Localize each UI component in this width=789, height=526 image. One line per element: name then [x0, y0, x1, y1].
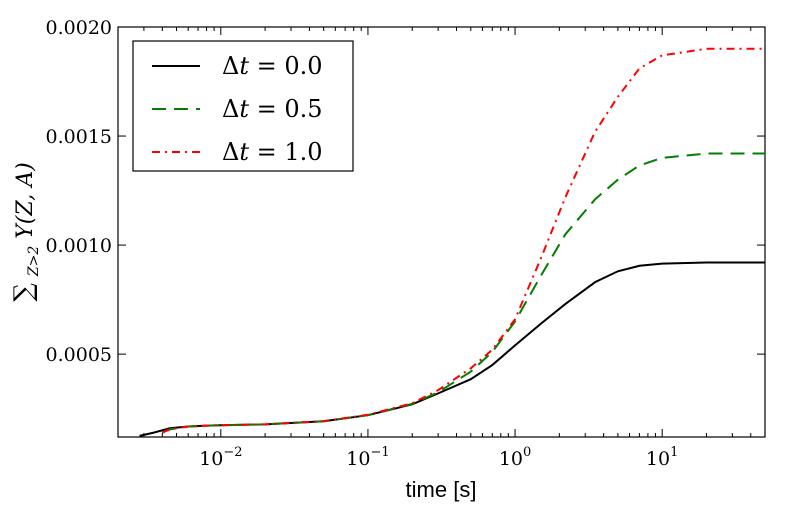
y-axis-label-main: Y(Z, A): [13, 162, 38, 238]
series-line-2: [161, 47, 765, 434]
y-tick-label: 0.0010: [46, 235, 112, 257]
x-tick-label: 100: [499, 445, 531, 470]
series-line-1: [161, 152, 765, 434]
ticks-layer: 10−2 10−1 100 101 0.0005 0.0010 0.0015 0.0020: [46, 17, 766, 470]
y-axis-label-sum: ∑: [9, 283, 39, 302]
legend-box: [132, 40, 354, 172]
x-axis-label: time [s]: [406, 477, 477, 502]
y-tick-label: 0.0015: [46, 126, 112, 148]
legend: Δt = 0.0 Δt = 0.5 Δt = 1.0: [132, 40, 354, 172]
x-tick-label: 10−2: [199, 445, 242, 470]
y-tick-label: 0.0005: [46, 344, 112, 366]
legend-label-0: Δt = 0.0: [222, 52, 323, 80]
svg-text:∑ Z>2 Y(Z, A): ∑ Z>2 Y(Z, A): [9, 162, 44, 301]
y-axis-label: ∑ Z>2 Y(Z, A): [9, 162, 44, 301]
legend-label-1: Δt = 0.5: [222, 95, 323, 123]
y-axis-label-sub: Z>2: [26, 246, 42, 277]
x-tick-label: 101: [646, 445, 678, 470]
x-tick-label: 10−1: [346, 445, 389, 470]
legend-label-2: Δt = 1.0: [222, 138, 323, 166]
y-tick-label: 0.0020: [46, 17, 112, 39]
series-layer: [139, 47, 765, 437]
